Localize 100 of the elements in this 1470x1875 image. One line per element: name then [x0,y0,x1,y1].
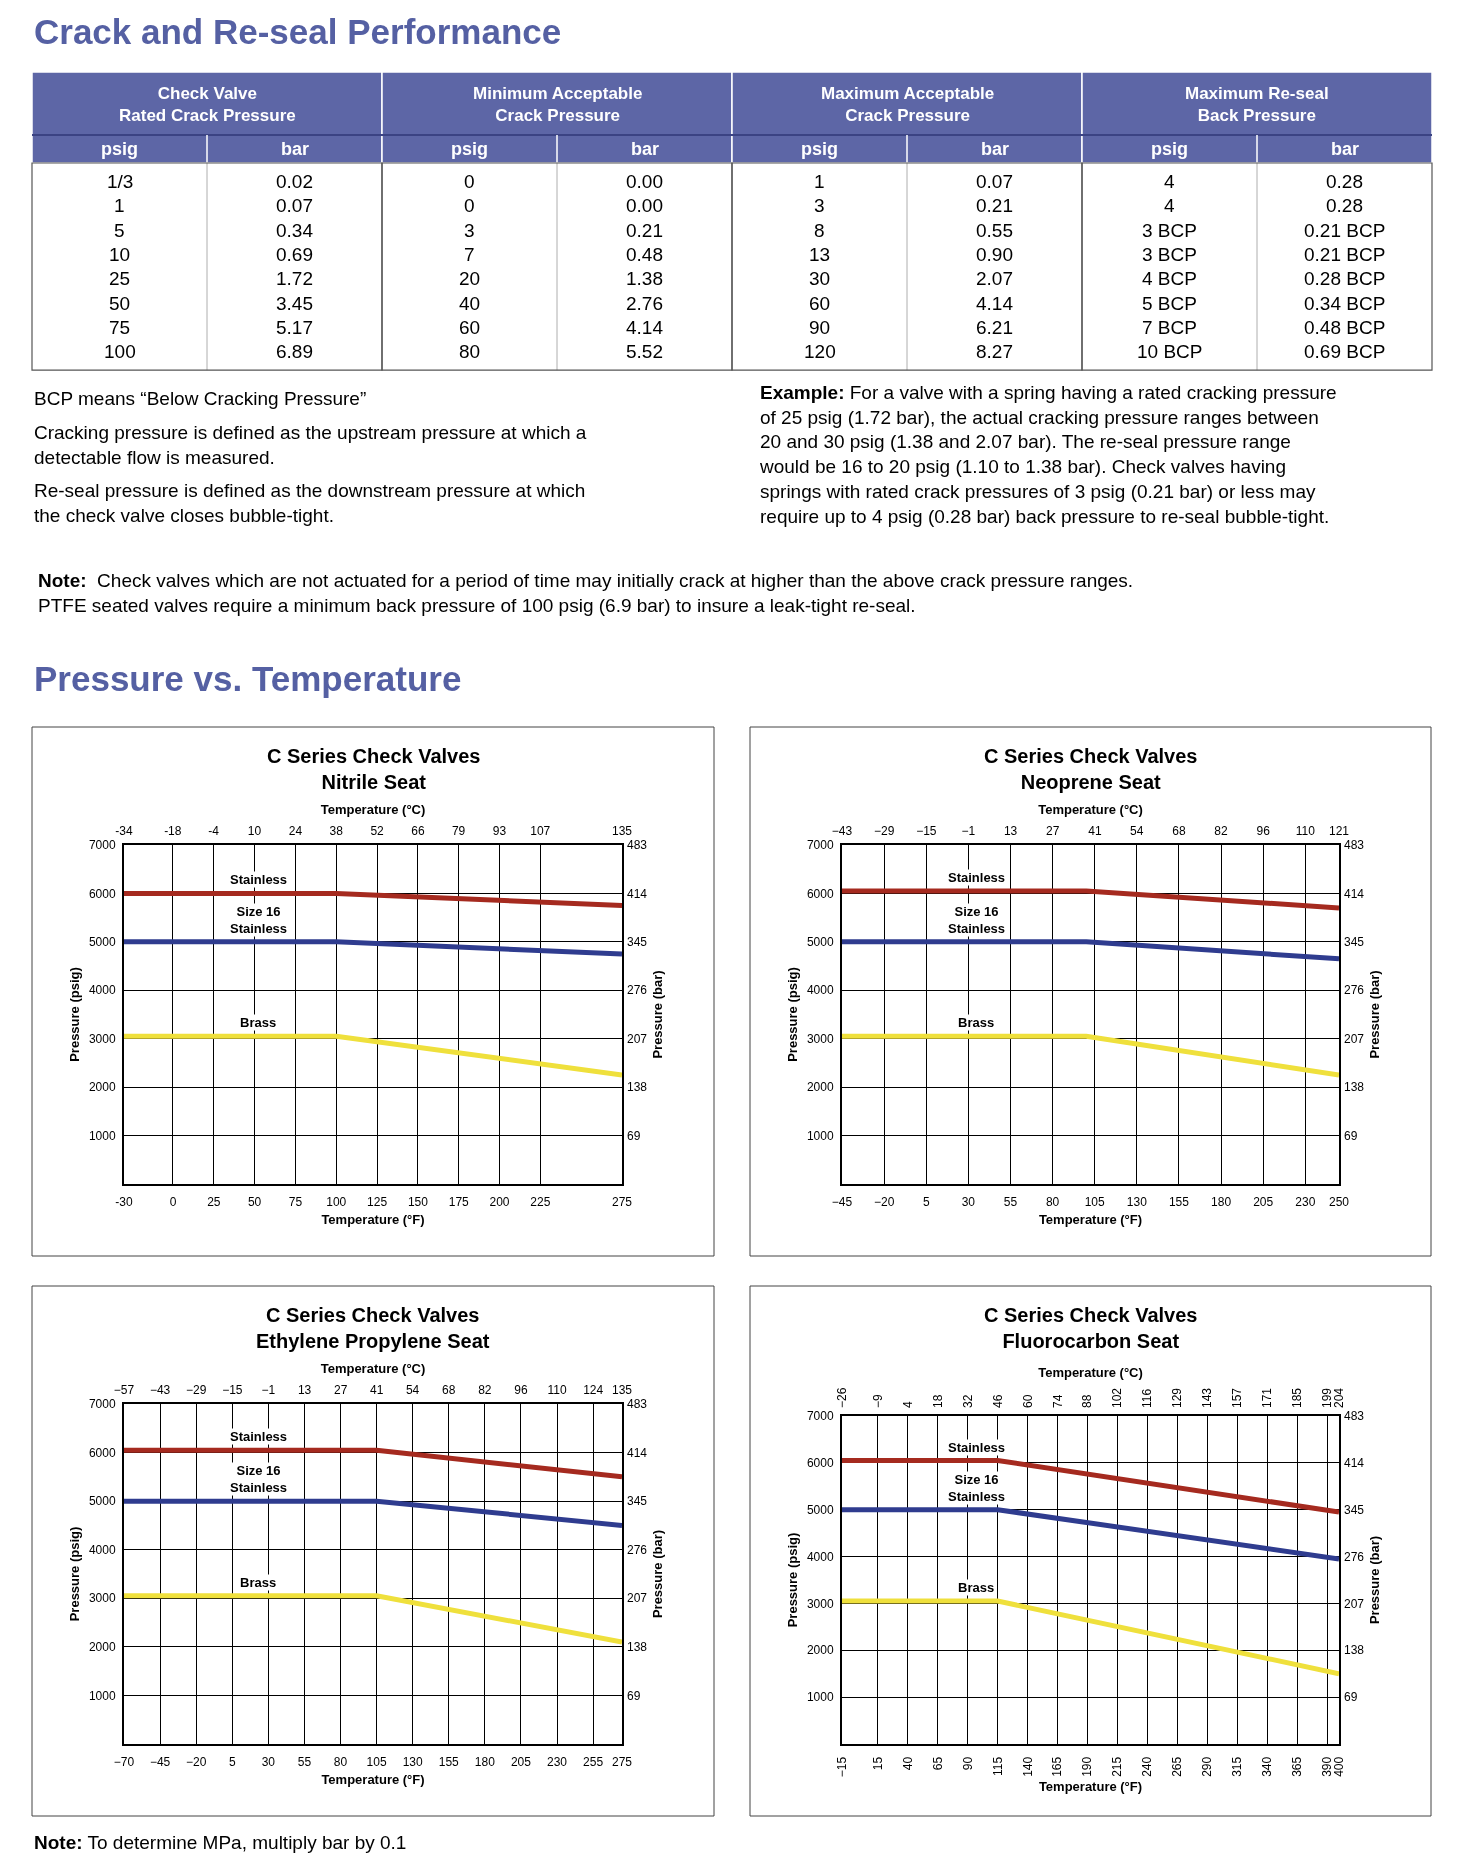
text: Cracking pressure is defined as the upstream pressure at which a detectable flow is measured. [34,422,587,468]
text: 6.21 [976,317,1013,338]
x-tick-label: 205 [1253,1195,1274,1210]
y-tick-label: 2000 [806,1643,834,1658]
x2-tick-label: 32 [960,1394,975,1408]
x2-tick-label: 96 [514,1382,528,1397]
text: 1.38 [626,268,663,289]
x-tick-label: 15 [870,1756,885,1771]
x2-tick-label: −29 [873,823,895,838]
x2-axis-title: Temperature (°C) [320,1360,426,1376]
x2-tick-label: 27 [1046,823,1060,838]
x-tick-label: 315 [1230,1756,1245,1777]
x-axis-title: Temperature (°F) [321,1771,425,1787]
text: 13 [809,244,831,265]
y2-tick-label: 207 [1344,1596,1365,1611]
x2-tick-label: 110 [1295,823,1316,838]
y-tick-label: 1000 [88,1688,116,1703]
text: 60 [459,317,481,338]
chart-title: C Series Check Valves Neoprene Seat [984,745,1198,793]
text: 1 [114,195,125,216]
text: 0.07 [976,171,1013,192]
x-tick-label: 190 [1080,1756,1095,1777]
y2-tick-label: 207 [1344,1031,1365,1046]
y2-tick-label: 414 [627,886,648,901]
x-tick-label: 250 [1328,1195,1350,1210]
x-tick-label: 5 [228,1755,236,1770]
category-label: bar [1331,139,1360,159]
x-tick-label: 75 [288,1195,303,1210]
chart-title: C Series Check Valves Nitrile Seat [267,745,481,793]
x-tick-label: 275 [611,1195,633,1210]
y-axis-title: Pressure (psig) [785,1532,801,1628]
text: 120 [804,341,836,362]
y2-tick-label: 207 [627,1591,648,1606]
text: 0.48 BCP [1304,317,1386,338]
text: 0.21 BCP [1304,244,1386,265]
x2-tick-label: 135 [611,823,633,838]
x-tick-label: 275 [611,1755,633,1770]
x-tick-label: 180 [474,1755,496,1770]
y2-tick-label: 276 [1344,1549,1365,1564]
x-tick-label: 115 [990,1756,1005,1776]
category-label: bar [981,139,1010,159]
x-tick-label: 140 [1020,1756,1035,1777]
x2-axis-title: Temperature (°C) [320,801,426,817]
x2-tick-label: 143 [1200,1387,1215,1408]
y2-tick-label: 138 [627,1080,648,1095]
x-tick-label: 155 [1168,1195,1190,1210]
x2-tick-label: −9 [870,1393,885,1408]
y-tick-label: 4000 [806,1549,834,1564]
x2-tick-label: 82 [1214,823,1229,838]
x-tick-label: 265 [1170,1756,1185,1777]
series-label: Stainless [948,870,1006,885]
text: 0.02 [276,171,313,192]
x-tick-label: 80 [1045,1195,1060,1210]
text: 4 [1164,195,1175,216]
text: 0.21 [976,195,1013,216]
text: Minimum Acceptable Crack Pressure [473,84,643,126]
y-tick-label: 2000 [88,1080,116,1095]
x-tick-label: 155 [438,1755,460,1770]
category-label: psig [801,139,839,159]
x2-tick-label: 107 [530,823,551,838]
text: 0 [464,195,475,216]
x2-tick-label: 18 [930,1394,945,1408]
x-tick-label: −20 [185,1755,207,1770]
x2-tick-label: 129 [1170,1387,1185,1408]
text: 0.00 [626,171,663,192]
x2-tick-label: −29 [186,1382,207,1397]
x2-tick-label: 52 [370,823,385,838]
x-tick-label: 180 [1211,1195,1232,1210]
text: 100 [104,341,136,362]
y-tick-label: 6000 [88,886,116,901]
x2-tick-label: 110 [547,1382,567,1397]
y-tick-label: 4000 [806,983,834,998]
x-tick-label: 125 [367,1195,388,1210]
x2-tick-label: 13 [1003,823,1018,838]
y-tick-label: 7000 [88,1397,116,1412]
x2-tick-label: 185 [1290,1387,1305,1408]
text: 7 BCP [1142,317,1197,338]
x2-tick-label: −26 [834,1387,849,1408]
chart-title: C Series Check Valves Ethylene Propylene Seat [256,1304,490,1352]
x-tick-label: 55 [297,1755,312,1770]
category-label: psig [451,139,489,159]
x-tick-label: 0 [169,1195,177,1210]
y-tick-label: 6000 [88,1445,116,1460]
y2-tick-label: 483 [1344,1409,1365,1424]
x-tick-label: −45 [149,1755,171,1770]
series-label: Size 16 Stainless [230,904,288,936]
x2-tick-label: 54 [1130,823,1144,838]
text: Note: Check valves which are not actuated for a period of time may initially crack at higher than the above crack pressure ranges. PTFE seated valves require a minimum back pressure of 100 psig (6.9 bar) to insure a leak-tight re-seal. [38,570,1134,616]
text: 0.48 [626,244,663,265]
x2-tick-label: 13 [297,1382,312,1397]
x2-tick-label: -18 [164,823,182,838]
x2-tick-label: 60 [1020,1394,1035,1408]
text: 5 BCP [1142,293,1197,314]
x-tick-label: 30 [961,1195,976,1210]
x2-tick-label: 124 [583,1382,604,1397]
y2-tick-label: 414 [1344,886,1365,901]
x-tick-label: 400 [1331,1756,1346,1777]
y-tick-label: 6000 [806,1456,834,1471]
x-tick-label: −20 [873,1195,895,1210]
y-tick-label: 7000 [806,838,834,853]
